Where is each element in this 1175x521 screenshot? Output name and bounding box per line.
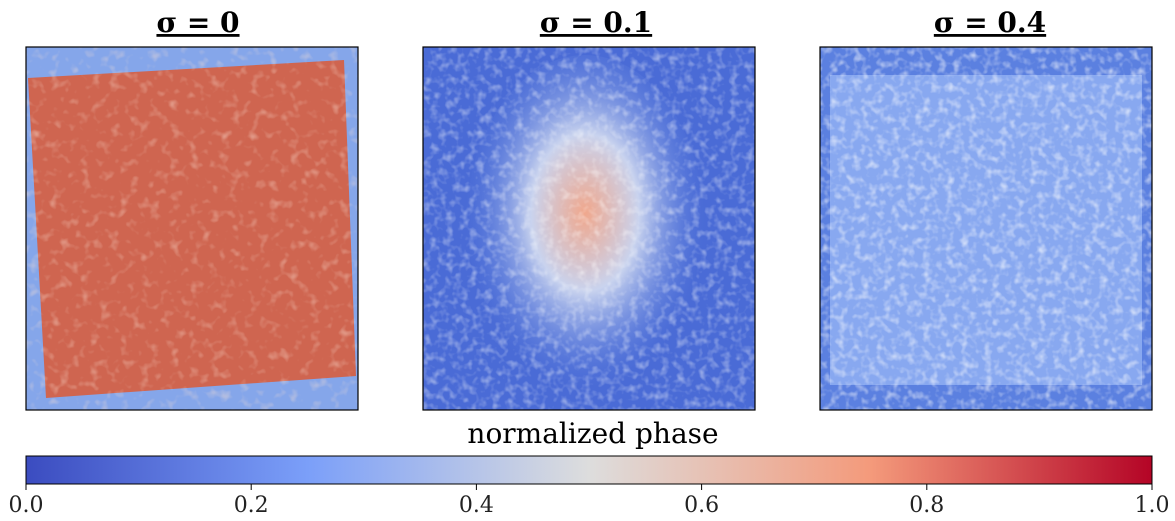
colorbar — [25, 455, 1153, 485]
panel-title: σ = 0.4 — [934, 6, 1046, 39]
tick-label: 1.0 — [1135, 493, 1170, 518]
panel-image — [423, 47, 755, 410]
tick-label: 0.0 — [9, 493, 44, 518]
panel-image — [820, 47, 1152, 410]
tick-label: 0.8 — [909, 493, 944, 518]
panel-frame — [422, 46, 756, 411]
panel-frame — [819, 46, 1153, 411]
panel-frame — [25, 46, 359, 411]
tick-label: 0.6 — [684, 493, 719, 518]
panel-image — [26, 47, 358, 410]
colorbar-label: normalized phase — [467, 417, 718, 450]
panel-title: σ = 0.1 — [540, 6, 652, 39]
panel-title: σ = 0 — [156, 6, 239, 39]
tick-label: 0.2 — [234, 493, 269, 518]
tick-label: 0.4 — [459, 493, 494, 518]
